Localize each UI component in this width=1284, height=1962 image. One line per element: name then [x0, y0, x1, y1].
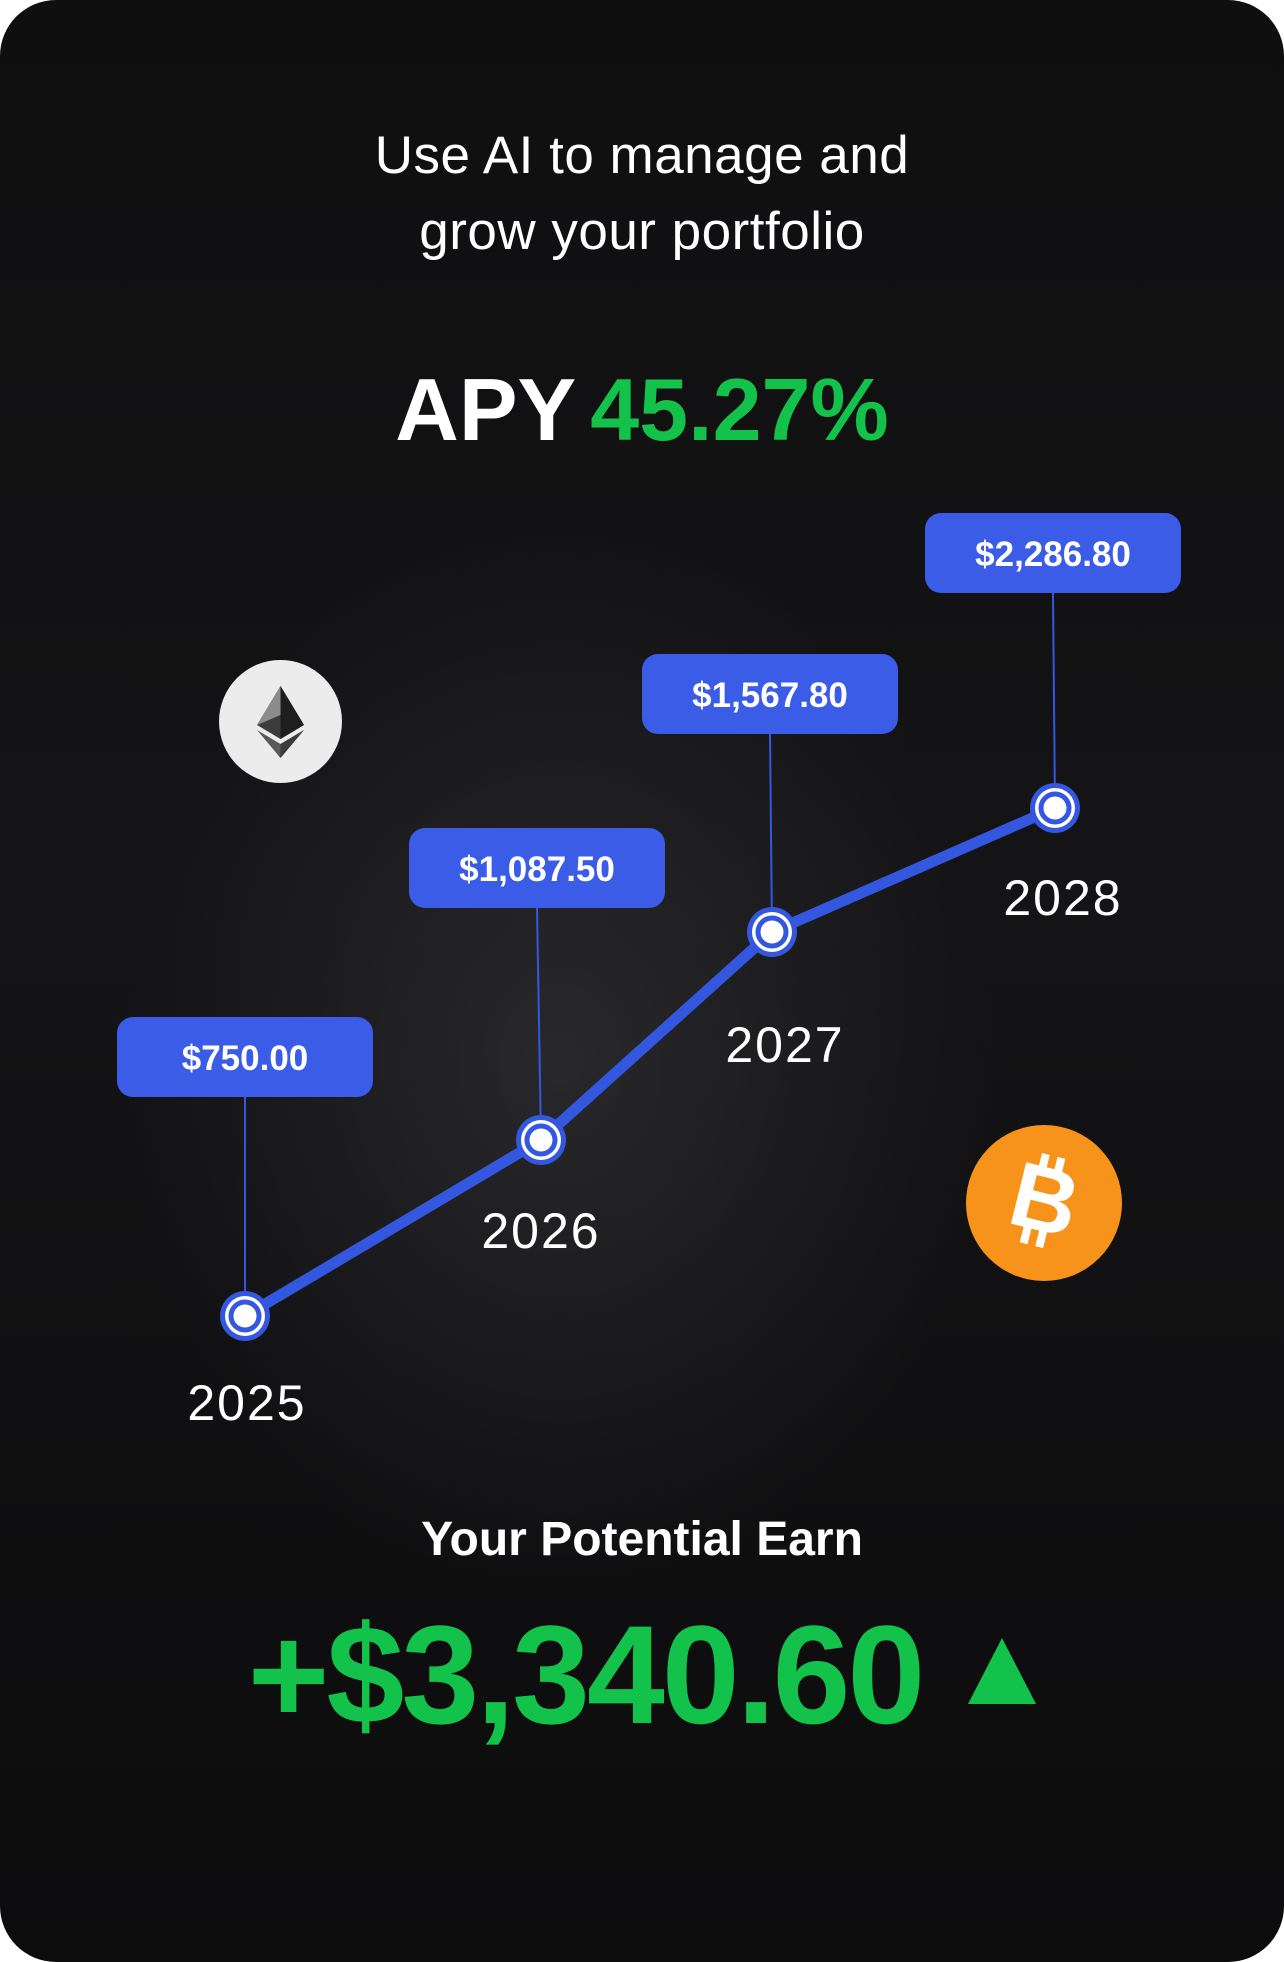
value-label-2027: $1,567.80 [692, 676, 848, 715]
earn-value: +$3,340.60 [247, 1596, 926, 1753]
headline: Use AI to manage and grow your portfolio [0, 118, 1284, 270]
up-triangle-icon [968, 1638, 1037, 1704]
year-label-2027: 2027 [725, 1017, 844, 1073]
year-label-2028: 2028 [1003, 870, 1122, 926]
bitcoin-coin: B [966, 1125, 1122, 1281]
earn-label: Your Potential Earn [421, 1513, 863, 1566]
value-label-box-2025 [117, 1017, 373, 1097]
label-connector-2027 [769, 733, 773, 933]
year-label-2025: 2025 [187, 1375, 306, 1431]
data-point-inner-2025 [228, 1299, 262, 1333]
data-point-inner-2027 [755, 915, 789, 949]
value-label-box-2026 [409, 828, 665, 908]
label-connector-2026 [536, 907, 542, 1141]
value-label-2026: $1,087.50 [459, 850, 615, 889]
value-label-2028: $2,286.80 [975, 535, 1131, 574]
data-point-inner-2026 [524, 1123, 558, 1157]
apy-value: 45.27% [590, 360, 889, 459]
value-label-box-2027 [642, 654, 898, 734]
data-point-inner-2028 [1038, 791, 1072, 825]
apy-label: APY [395, 360, 577, 459]
series-line [239, 802, 1061, 1322]
value-label-2025: $750.00 [182, 1039, 309, 1078]
headline-line-1: Use AI to manage and [374, 126, 910, 185]
label-connector-2028 [1052, 592, 1056, 809]
headline-line-2: grow your portfolio [419, 202, 865, 261]
earn-display: +$3,340.60 [0, 1600, 1284, 1750]
bitcoin-icon: B [1000, 1143, 1089, 1258]
value-label-box-2028 [925, 513, 1181, 593]
apy-display: APY 45.27% [0, 355, 1284, 465]
year-label-2026: 2026 [481, 1203, 600, 1259]
ethereum-icon [257, 686, 304, 758]
ethereum-coin [219, 660, 342, 783]
